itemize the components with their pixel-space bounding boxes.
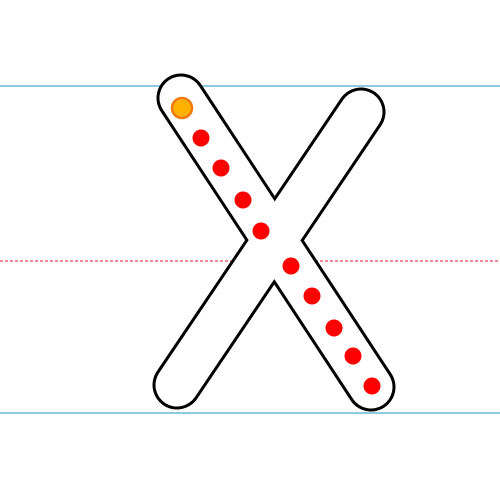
trace-dot[interactable] <box>363 377 381 395</box>
start-dot[interactable] <box>170 96 194 120</box>
trace-dot[interactable] <box>344 347 362 365</box>
trace-dot[interactable] <box>234 191 252 209</box>
letter-stroke-fill-down-left <box>155 90 383 407</box>
trace-dot[interactable] <box>192 129 210 147</box>
trace-dot[interactable] <box>252 222 270 240</box>
trace-dot[interactable] <box>303 287 321 305</box>
trace-dot[interactable] <box>282 257 300 275</box>
trace-dot[interactable] <box>325 319 343 337</box>
trace-dot[interactable] <box>212 159 230 177</box>
letter-x-outline <box>152 73 396 412</box>
trace-dot-path <box>170 96 381 395</box>
